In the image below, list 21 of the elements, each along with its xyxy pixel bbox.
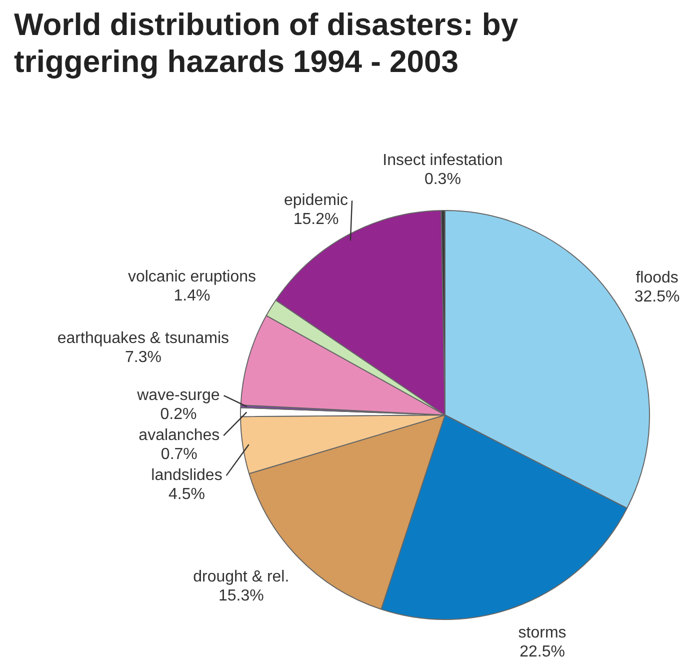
slice-label: landslides xyxy=(151,466,222,484)
chart-title: World distribution of disasters: by triggering hazards 1994 - 2003 xyxy=(14,6,520,80)
data-label: 15.2% xyxy=(293,211,339,228)
data-label: 0.7% xyxy=(160,446,198,463)
slice-label: avalanches xyxy=(138,426,220,444)
slice-label: floods xyxy=(636,269,678,286)
slice-label: earthquakes & tsunamis xyxy=(57,330,230,347)
data-label: 4.5% xyxy=(168,486,205,503)
slice-label: epidemic xyxy=(284,192,348,210)
slice-label: wave-surge xyxy=(136,386,220,404)
slice-label: Insect infestation xyxy=(382,152,503,170)
slice-label: drought & rel. xyxy=(193,568,290,586)
data-label: 0.2% xyxy=(160,406,197,423)
data-label: 22.5% xyxy=(520,643,565,660)
data-label: 32.5% xyxy=(634,288,680,306)
data-label: 1.4% xyxy=(174,288,210,305)
data-label: 15.3% xyxy=(218,588,264,605)
slice-label: volcanic eruptions xyxy=(128,268,256,286)
data-label: 0.3% xyxy=(424,171,461,188)
data-label: 7.3% xyxy=(124,348,162,366)
slice-label: storms xyxy=(518,624,566,642)
